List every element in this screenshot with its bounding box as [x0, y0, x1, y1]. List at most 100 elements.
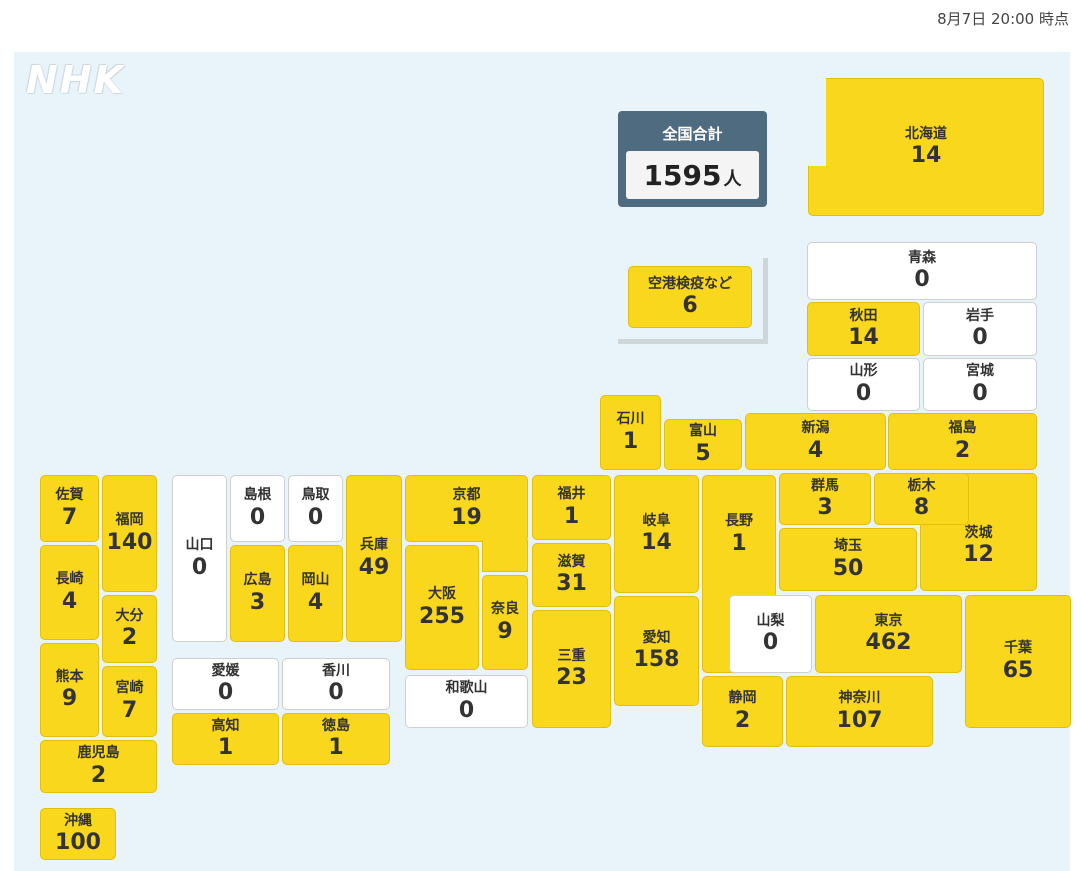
- pref-count: 31: [556, 571, 587, 597]
- pref-nagasaki[interactable]: 長崎 4: [40, 545, 99, 640]
- pref-count: 2: [954, 437, 971, 463]
- pref-count: 14: [910, 143, 942, 169]
- pref-yamaguchi[interactable]: 山口 0: [172, 475, 227, 642]
- pref-count: 0: [855, 380, 872, 406]
- pref-airport-quarantine[interactable]: 空港検疫など 6: [628, 266, 752, 328]
- pref-hyogo[interactable]: 兵庫 49: [346, 475, 402, 642]
- pref-count: 158: [633, 647, 680, 673]
- pref-name: 長崎: [55, 571, 84, 588]
- pref-gunma[interactable]: 群馬 3: [779, 473, 871, 525]
- pref-tottori[interactable]: 鳥取 0: [288, 475, 343, 542]
- pref-wakayama[interactable]: 和歌山 0: [405, 675, 528, 728]
- pref-hokkaido[interactable]: 北海道 14: [808, 78, 1044, 216]
- pref-count: 0: [458, 697, 475, 723]
- pref-chiba[interactable]: 千葉 65: [965, 595, 1071, 728]
- pref-nara[interactable]: 奈良 9: [482, 575, 528, 670]
- pref-name: 北海道: [905, 125, 947, 142]
- pref-okayama[interactable]: 岡山 4: [288, 545, 343, 642]
- pref-name: 広島: [243, 572, 272, 589]
- pref-count: 3: [249, 589, 266, 615]
- national-total-unit: 人: [723, 169, 742, 190]
- pref-osaka[interactable]: 大阪 255: [405, 545, 479, 670]
- pref-count: 65: [1002, 657, 1034, 683]
- pref-count: 3: [817, 495, 833, 521]
- pref-count: 107: [836, 707, 883, 733]
- pref-kagoshima[interactable]: 鹿児島 2: [40, 740, 157, 793]
- pref-count: 5: [695, 440, 711, 466]
- pref-name: 熊本: [55, 668, 84, 685]
- pref-ishikawa[interactable]: 石川 1: [600, 395, 661, 470]
- pref-shiga[interactable]: 滋賀 31: [532, 543, 611, 607]
- pref-count: 9: [497, 618, 513, 644]
- pref-shimane[interactable]: 島根 0: [230, 475, 285, 542]
- pref-niigata[interactable]: 新潟 4: [745, 413, 886, 470]
- pref-count: 2: [121, 625, 138, 651]
- pref-kumamoto[interactable]: 熊本 9: [40, 643, 99, 737]
- pref-count: 0: [328, 680, 344, 706]
- pref-count: 0: [762, 630, 779, 656]
- pref-name: 山口: [185, 537, 214, 554]
- pref-name: 静岡: [728, 690, 757, 707]
- pref-okinawa[interactable]: 沖縄 100: [40, 808, 116, 860]
- pref-tokyo[interactable]: 東京 462: [815, 595, 962, 673]
- pref-tokushima[interactable]: 徳島 1: [282, 713, 390, 765]
- national-total-value-box: 1595 人: [626, 151, 759, 199]
- pref-miyagi[interactable]: 宮城 0: [923, 358, 1037, 411]
- pref-hiroshima[interactable]: 広島 3: [230, 545, 285, 642]
- pref-count: 14: [641, 530, 672, 556]
- hokkaido-notch-cover: [808, 78, 826, 166]
- pref-akita[interactable]: 秋田 14: [807, 302, 920, 356]
- pref-kochi[interactable]: 高知 1: [172, 713, 279, 765]
- pref-yamagata[interactable]: 山形 0: [807, 358, 920, 411]
- pref-name: 福島: [948, 420, 977, 437]
- pref-saitama[interactable]: 埼玉 50: [779, 528, 917, 591]
- pref-name: 埼玉: [834, 538, 862, 555]
- pref-shizuoka[interactable]: 静岡 2: [702, 676, 783, 747]
- pref-fukui[interactable]: 福井 1: [532, 475, 611, 540]
- pref-name: 滋賀: [557, 553, 586, 570]
- pref-aomori[interactable]: 青森 0: [807, 242, 1037, 300]
- pref-count: 100: [55, 830, 101, 856]
- pref-kyoto[interactable]: 京都 19: [405, 475, 528, 542]
- nhk-logo: NHK: [26, 58, 126, 102]
- pref-count: 49: [358, 554, 390, 580]
- pref-toyama[interactable]: 富山 5: [664, 419, 742, 470]
- national-total-box: 全国合計 1595 人: [618, 111, 767, 207]
- pref-name: 富山: [689, 423, 717, 440]
- pref-name: 岩手: [966, 307, 994, 324]
- pref-fukushima[interactable]: 福島 2: [888, 413, 1037, 470]
- hokkaido-left-block: [826, 78, 828, 79]
- pref-name: 愛知: [642, 629, 671, 646]
- pref-name: 千葉: [1004, 640, 1032, 657]
- pref-name: 兵庫: [360, 537, 388, 554]
- pref-name: 茨城: [964, 524, 993, 541]
- pref-count: 0: [972, 325, 988, 351]
- pref-count: 462: [865, 630, 912, 656]
- pref-aichi[interactable]: 愛知 158: [614, 596, 699, 706]
- pref-ehime[interactable]: 愛媛 0: [172, 658, 279, 710]
- pref-count: 23: [556, 665, 587, 691]
- pref-name: 高知: [211, 717, 240, 734]
- pref-oita[interactable]: 大分 2: [102, 595, 157, 663]
- pref-kagawa[interactable]: 香川 0: [282, 658, 390, 710]
- pref-fukuoka[interactable]: 福岡 140: [102, 475, 157, 592]
- pref-kanagawa[interactable]: 神奈川 107: [786, 676, 933, 747]
- pref-count: 0: [217, 680, 234, 706]
- pref-name: 秋田: [849, 307, 878, 324]
- pref-count: 2: [734, 707, 751, 733]
- pref-name: 神奈川: [838, 690, 881, 707]
- pref-saga[interactable]: 佐賀 7: [40, 475, 99, 542]
- pref-name: 福岡: [115, 512, 144, 529]
- pref-mie[interactable]: 三重 23: [532, 610, 611, 728]
- pref-iwate[interactable]: 岩手 0: [923, 302, 1037, 356]
- pref-count: 4: [807, 437, 824, 463]
- pref-yamanashi[interactable]: 山梨 0: [729, 595, 812, 673]
- pref-miyazaki[interactable]: 宮崎 7: [102, 666, 157, 737]
- pref-name: 奈良: [491, 601, 519, 618]
- pref-count: 9: [61, 686, 78, 712]
- pref-name: 岐阜: [642, 512, 671, 529]
- tochigi-overlay: 栃木 8: [874, 473, 969, 525]
- pref-name: 青森: [908, 249, 936, 266]
- pref-name: 佐賀: [55, 487, 84, 504]
- pref-gifu[interactable]: 岐阜 14: [614, 475, 699, 593]
